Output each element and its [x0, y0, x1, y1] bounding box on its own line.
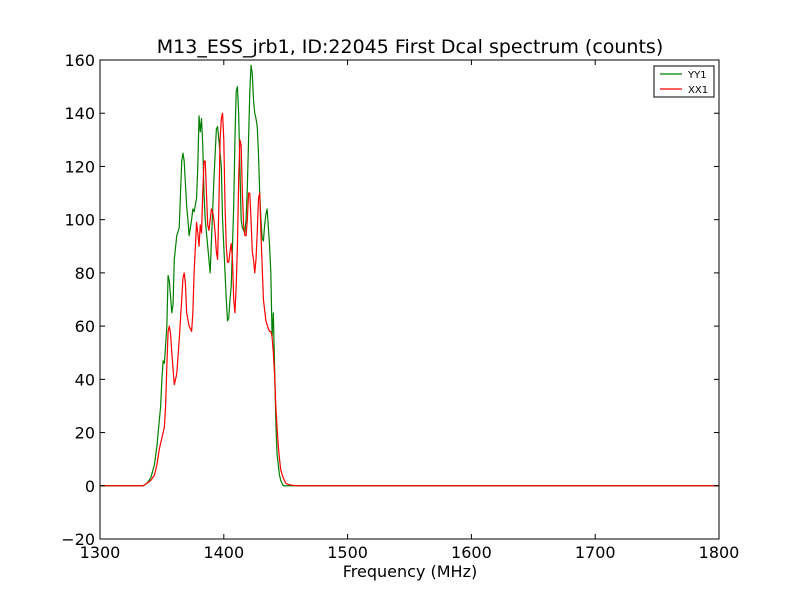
legend-label-xx1: XX1	[688, 85, 708, 96]
legend: YY1 XX1	[653, 65, 715, 98]
chart-title: M13_ESS_jrb1, ID:22045 First Dcal spectr…	[157, 36, 663, 58]
y-tick-label: 160	[64, 51, 95, 70]
y-tick-label: −20	[61, 530, 95, 549]
y-tick-label: 120	[64, 157, 95, 176]
x-tick-label: 1500	[327, 543, 368, 562]
y-tick-label: 100	[64, 211, 95, 230]
x-tick-label: 1400	[203, 543, 244, 562]
series-line-xx1	[100, 112, 719, 487]
y-tick-label: 40	[75, 370, 95, 389]
y-tick-label: 0	[85, 477, 95, 496]
x-tick-label: 1800	[699, 543, 740, 562]
y-tick-label: 140	[64, 104, 95, 123]
y-tick-label: 80	[75, 264, 95, 283]
y-tick-label: 60	[75, 317, 95, 336]
legend-label-yy1: YY1	[687, 70, 707, 81]
y-tick-label: 20	[75, 424, 95, 443]
plot-frame	[99, 59, 720, 540]
x-tick-label: 1700	[575, 543, 616, 562]
series-line-yy1	[100, 64, 719, 487]
x-axis-label: Frequency (MHz)	[343, 562, 477, 581]
x-tick-label: 1600	[451, 543, 492, 562]
series-layer	[100, 64, 719, 487]
ticks-layer: 1300 1400 1500 1600 1700 1800 −20 0 20 40 60 80 100 1…	[61, 51, 739, 562]
legend-box	[653, 65, 715, 98]
x-tick-label: 1300	[80, 543, 121, 562]
